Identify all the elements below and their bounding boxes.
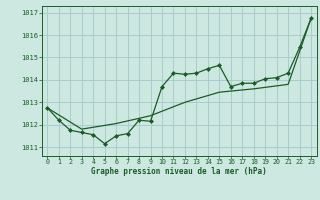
X-axis label: Graphe pression niveau de la mer (hPa): Graphe pression niveau de la mer (hPa) (91, 167, 267, 176)
